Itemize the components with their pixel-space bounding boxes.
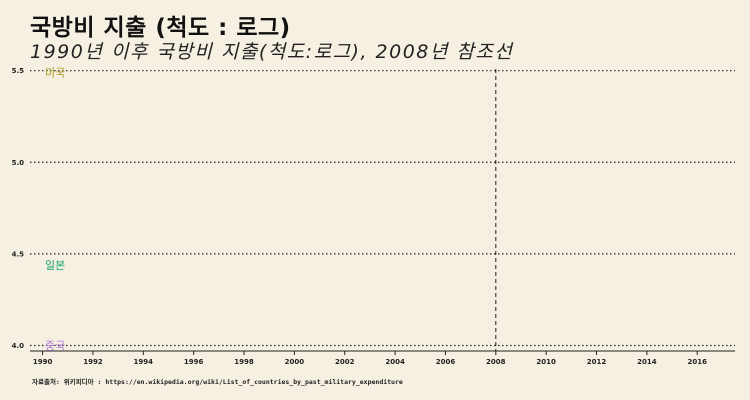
x-tick-label: 2002 [335,358,355,366]
x-tick-label: 1992 [83,358,103,366]
series-label: 중국 [45,340,65,353]
y-tick-label: 4.5 [12,250,25,258]
x-tick-label: 2000 [285,358,305,366]
x-tick-label: 2010 [536,358,556,366]
x-tick-label: 2004 [385,358,405,366]
series-label: 미국 [45,66,65,79]
x-tick-label: 2014 [637,358,657,366]
x-tick-label: 2016 [687,358,707,366]
chart-title: 국방비 지출 (척도 : 로그) [30,15,291,41]
chart-subtitle: 1990년 이후 국방비 지출(척도:로그), 2008년 참조선 [30,41,514,63]
y-tick-label: 4.0 [12,342,25,350]
x-tick-label: 2006 [436,358,456,366]
series-label: 일본 [45,258,65,272]
x-tick-label: 1996 [184,358,204,366]
x-tick-label: 1994 [134,358,154,366]
y-tick-label: 5.0 [12,159,25,167]
x-tick-label: 1998 [234,358,254,366]
x-tick-label: 2008 [486,358,506,366]
y-tick-label: 5.5 [12,67,25,75]
x-tick-label: 2012 [587,358,607,366]
source-caption: 자료출처: 위키피디아 : https://en.wikipedia.org/w… [32,378,403,386]
x-tick-label: 1990 [33,358,53,366]
